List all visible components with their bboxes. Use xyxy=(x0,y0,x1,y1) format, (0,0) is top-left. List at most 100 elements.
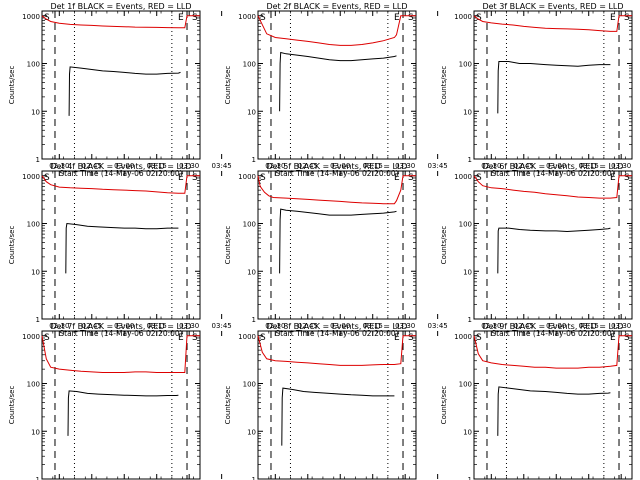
y-tick-label: 1000 xyxy=(22,333,40,341)
panel-8: Det 8f BLACK = Events, RED = LLD 1 10 100 10… xyxy=(224,322,439,480)
x-tick-label: 02:30 xyxy=(481,162,501,170)
x-tick-label: 03:15 xyxy=(363,162,383,170)
x-tick-label: 02:45 xyxy=(82,162,102,170)
y-tick-label: 10 xyxy=(463,268,472,276)
x-tick-label: 02:30 xyxy=(49,322,69,330)
panel-title: Det 6f BLACK = Events, RED = LLD xyxy=(482,162,623,171)
y-tick-label: 100 xyxy=(243,61,256,69)
y-axis-label: Counts/sec xyxy=(8,66,16,105)
y-axis-label: Counts/sec xyxy=(8,386,16,425)
lld-series-line xyxy=(41,175,200,194)
x-tick-label: 03:00 xyxy=(114,162,134,170)
y-tick-label: 10 xyxy=(463,108,472,116)
start-marker-s: S xyxy=(476,13,482,23)
y-tick-label: 10 xyxy=(463,428,472,436)
y-tick-label: 1 xyxy=(252,156,256,164)
panel-9: Det 9f BLACK = Events, RED = LLD 1 10 100 10… xyxy=(440,322,633,480)
x-tick-label: 02:30 xyxy=(265,322,285,330)
y-axis-label: Counts/sec xyxy=(224,66,232,105)
start-marker-s: S xyxy=(44,333,50,343)
y-tick-label: 1 xyxy=(252,476,256,480)
y-tick-label: 1000 xyxy=(454,13,472,21)
start-marker-s: S xyxy=(44,173,50,183)
end-marker-e: E xyxy=(394,333,400,343)
end-marker-e: E xyxy=(610,13,616,23)
y-tick-label: 100 xyxy=(459,221,472,229)
y-axis-label: Counts/sec xyxy=(224,386,232,425)
x-tick-label: 03:15 xyxy=(147,162,167,170)
x-tick-label: 03:45 xyxy=(212,162,232,170)
events-series-line xyxy=(279,51,397,112)
events-series-line xyxy=(497,61,611,114)
start-marker-s: S xyxy=(192,333,198,343)
start-marker-s: S xyxy=(476,173,482,183)
y-tick-label: 10 xyxy=(247,268,256,276)
y-tick-label: 1 xyxy=(468,316,472,324)
y-tick-label: 10 xyxy=(247,428,256,436)
y-tick-label: 1 xyxy=(36,316,40,324)
x-tick-label: 03:45 xyxy=(428,322,448,330)
x-tick-label: 02:45 xyxy=(514,322,534,330)
events-series-line xyxy=(279,208,397,274)
lld-series-line xyxy=(473,335,632,369)
panel-title: Det 7f BLACK = Events, RED = LLD xyxy=(50,322,191,331)
y-tick-label: 1000 xyxy=(238,173,256,181)
plot-frame xyxy=(41,330,201,480)
lld-series-line xyxy=(473,175,632,199)
x-tick-label: 03:00 xyxy=(330,162,350,170)
lld-series-line xyxy=(257,175,416,205)
start-marker-s: S xyxy=(260,13,266,23)
x-tick-label: 03:45 xyxy=(428,162,448,170)
y-tick-label: 1000 xyxy=(22,173,40,181)
y-tick-label: 1000 xyxy=(454,173,472,181)
panel-title: Det 3f BLACK = Events, RED = LLD xyxy=(482,2,623,11)
x-tick-label: 03:30 xyxy=(179,162,199,170)
x-axis-label: Start Time (14-May-06 02:20:00) xyxy=(59,169,182,178)
x-axis-label: Start Time (14-May-06 02:20:00) xyxy=(275,169,398,178)
x-tick-label: 03:15 xyxy=(363,322,383,330)
y-tick-label: 1000 xyxy=(238,13,256,21)
y-tick-label: 100 xyxy=(243,381,256,389)
start-marker-s: S xyxy=(192,173,198,183)
x-tick-label: 03:00 xyxy=(546,322,566,330)
start-marker-s: S xyxy=(408,13,414,23)
x-tick-label: 02:30 xyxy=(481,322,501,330)
y-tick-label: 1000 xyxy=(454,333,472,341)
x-tick-label: 03:00 xyxy=(546,162,566,170)
panel-title: Det 1f BLACK = Events, RED = LLD xyxy=(50,2,191,11)
y-tick-label: 100 xyxy=(27,61,40,69)
x-tick-label: 02:45 xyxy=(514,162,534,170)
x-tick-label: 02:45 xyxy=(298,322,318,330)
y-tick-label: 10 xyxy=(247,108,256,116)
x-tick-label: 03:15 xyxy=(579,322,599,330)
end-marker-e: E xyxy=(178,333,184,343)
start-marker-s: S xyxy=(44,13,50,23)
x-tick-label: 03:30 xyxy=(611,322,631,330)
y-axis-label: Counts/sec xyxy=(440,226,448,265)
plot-frame xyxy=(257,330,417,480)
events-series-line xyxy=(65,222,179,274)
x-tick-label: 02:45 xyxy=(298,162,318,170)
end-marker-e: E xyxy=(394,13,400,23)
x-tick-label: 03:15 xyxy=(579,162,599,170)
x-axis-label: Start Time (14-May-06 02:20:00) xyxy=(275,329,398,338)
x-tick-label: 02:30 xyxy=(49,162,69,170)
start-marker-s: S xyxy=(624,333,630,343)
x-axis-label: Start Time (14-May-06 02:20:00) xyxy=(491,329,614,338)
y-axis-label: Counts/sec xyxy=(224,226,232,265)
panel-title: Det 8f BLACK = Events, RED = LLD xyxy=(266,322,407,331)
events-series-line xyxy=(497,227,611,274)
panel-title: Det 5f BLACK = Events, RED = LLD xyxy=(266,162,407,171)
lld-series-line xyxy=(257,335,416,366)
x-tick-label: 03:30 xyxy=(179,322,199,330)
y-tick-label: 100 xyxy=(459,61,472,69)
x-tick-label: 03:45 xyxy=(212,322,232,330)
panel-1: Det 1f BLACK = Events, RED = LLD 1 10 100 10… xyxy=(8,2,232,178)
y-tick-label: 1 xyxy=(252,316,256,324)
start-marker-s: S xyxy=(476,333,482,343)
lld-series-line xyxy=(257,15,416,46)
end-marker-e: E xyxy=(610,333,616,343)
lld-series-line xyxy=(41,335,200,373)
plot-frame xyxy=(473,330,633,480)
